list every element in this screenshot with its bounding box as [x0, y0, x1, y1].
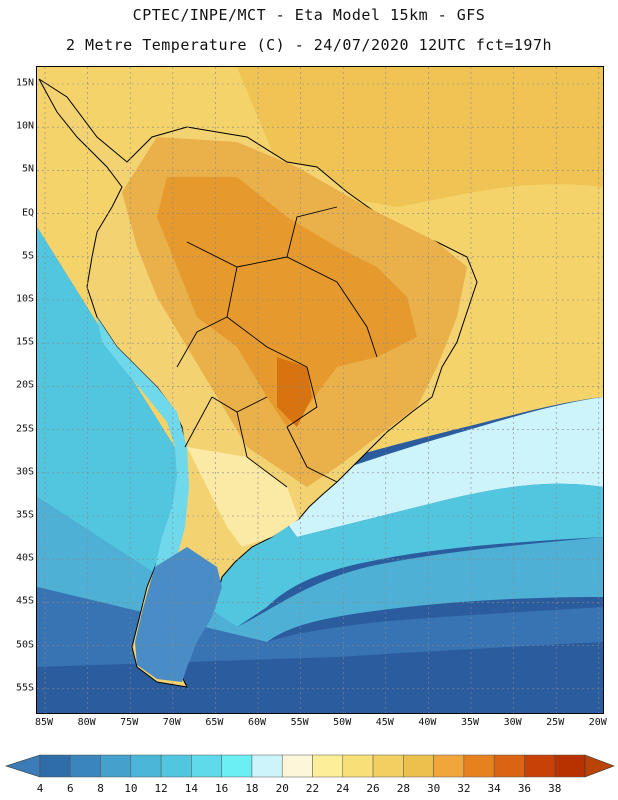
- longitude-label: 35W: [460, 717, 480, 728]
- colorbar-swatch: [221, 754, 253, 778]
- colorbar-label: 20: [275, 782, 289, 795]
- colorbar-swatch: [100, 754, 132, 778]
- colorbar-label: 8: [97, 782, 104, 795]
- colorbar-label: 34: [487, 782, 501, 795]
- colorbar-swatch: [554, 754, 586, 778]
- colorbar-swatch: [160, 754, 192, 778]
- longitude-label: 50W: [333, 717, 352, 728]
- colorbar-label: 28: [396, 782, 410, 795]
- colorbar-label: 38: [548, 782, 562, 795]
- latitude-label: 35S: [15, 509, 34, 521]
- colorbar-swatch: [251, 754, 283, 778]
- colorbar-swatch: [463, 754, 495, 778]
- colorbar-label: 22: [305, 782, 320, 795]
- latitude-label: 45S: [15, 595, 34, 607]
- chart-title-line2: 2 Metre Temperature (C) - 24/07/2020 12U…: [65, 36, 553, 54]
- longitude-label: 25W: [546, 717, 565, 728]
- latitude-label: 10S: [15, 293, 34, 305]
- colorbar-swatch: [312, 754, 344, 778]
- colorbar-swatch: [130, 754, 162, 778]
- latitude-label: 40S: [15, 552, 34, 564]
- andes-cool-zone: [97, 317, 189, 577]
- ocean-pale-band: [267, 397, 603, 537]
- colorbar-label: 24: [336, 782, 350, 795]
- colorbar-label: 36: [517, 782, 532, 795]
- colorbar-label: 10: [124, 782, 138, 795]
- longitude-label: 30W: [503, 717, 522, 728]
- patagonia-cold-zone: [135, 547, 222, 682]
- latitude-label: 20S: [15, 379, 34, 391]
- colorbar-swatch: [403, 754, 434, 778]
- colorbar-swatch: [281, 754, 313, 778]
- colorbar-label: 6: [66, 782, 74, 795]
- colorbar-swatch: [372, 754, 404, 778]
- colorbar-label: 16: [215, 782, 229, 795]
- longitude-label: 70W: [162, 717, 181, 728]
- colorbar-label: 32: [457, 782, 471, 795]
- colorbar-low-arrow: [5, 754, 41, 778]
- latitude-label: 15S: [15, 336, 34, 348]
- longitude-label: 55W: [290, 717, 309, 728]
- map-canvas: [37, 67, 603, 713]
- temperature-map: [36, 66, 604, 714]
- colorbar-label: 12: [154, 782, 168, 795]
- colorbar-high-arrow: [584, 754, 615, 778]
- colorbar-swatch: [191, 754, 222, 778]
- latitude-label: 55S: [15, 682, 34, 694]
- longitude-label: 20W: [588, 717, 607, 728]
- longitude-label: 45W: [375, 717, 394, 728]
- latitude-label: 25S: [15, 423, 34, 435]
- colorbar-swatch: [342, 754, 374, 778]
- colorbar-swatch: [524, 754, 555, 778]
- colorbar-swatch: [433, 754, 465, 778]
- colorbar-label: 26: [366, 782, 380, 795]
- land-mild-zone: [187, 447, 299, 547]
- longitude-label: 65W: [205, 717, 224, 728]
- latitude-label: 50S: [15, 639, 34, 651]
- colorbar-label: 14: [184, 782, 198, 795]
- latitude-label: EQ: [21, 207, 34, 219]
- latitude-label: 5S: [21, 250, 34, 262]
- colorbar-label: 18: [245, 782, 259, 795]
- latitude-label: 30S: [15, 466, 34, 478]
- longitude-label: 75W: [120, 717, 139, 728]
- colorbar-swatch: [39, 754, 71, 778]
- latitude-label: 5N: [21, 163, 34, 175]
- longitude-label: 40W: [418, 717, 437, 728]
- colorbar-label: 30: [426, 782, 441, 795]
- colorbar-swatch: [493, 754, 525, 778]
- land-hot-core: [277, 357, 312, 427]
- longitude-label: 85W: [34, 717, 54, 728]
- longitude-label: 80W: [77, 717, 96, 728]
- chart-title-line1: CPTEC/INPE/MCT - Eta Model 15km - GFS: [132, 6, 486, 24]
- land-hot-zone: [157, 177, 417, 427]
- latitude-label: 10N: [15, 120, 34, 132]
- ocean-tropic-warm-band: [237, 67, 603, 207]
- colorbar-label: 4: [36, 782, 44, 795]
- temperature-colorbar: [5, 754, 615, 778]
- country-borders: [176, 206, 378, 488]
- longitude-label: 60W: [247, 717, 267, 728]
- colorbar-swatch: [70, 754, 101, 778]
- latitude-label: 15N: [15, 77, 34, 89]
- lat-lon-grid: [37, 67, 603, 713]
